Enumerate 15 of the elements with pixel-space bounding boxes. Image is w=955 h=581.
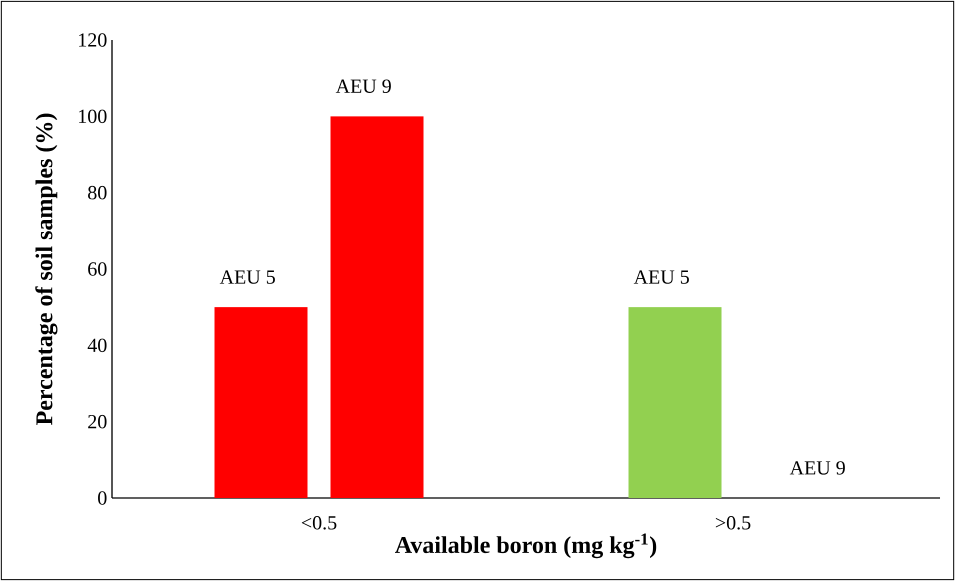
y-tick-label: 0 [98, 491, 107, 505]
series-label: AEU 9 [336, 80, 391, 93]
y-tick-label: 100 [79, 110, 107, 124]
text: AEU 5 [634, 270, 689, 284]
y-tick-label: 20 [88, 414, 107, 428]
x-tick-label: >0.5 [716, 516, 750, 530]
x-tick-label: <0.5 [302, 516, 336, 530]
y-tick-label: 120 [79, 33, 107, 47]
y-tick-label: 40 [88, 338, 107, 352]
x-axis-title: Available boron (mg kg$^{-1}$) [395, 533, 656, 558]
y-axis-title: Percentage of soil samples (%) [35, 114, 58, 425]
series-label: AEU 5 [220, 270, 275, 284]
y-tick-label: 80 [88, 186, 107, 200]
y-tick-label: 60 [88, 262, 107, 276]
text: AEU 9 [790, 461, 845, 475]
